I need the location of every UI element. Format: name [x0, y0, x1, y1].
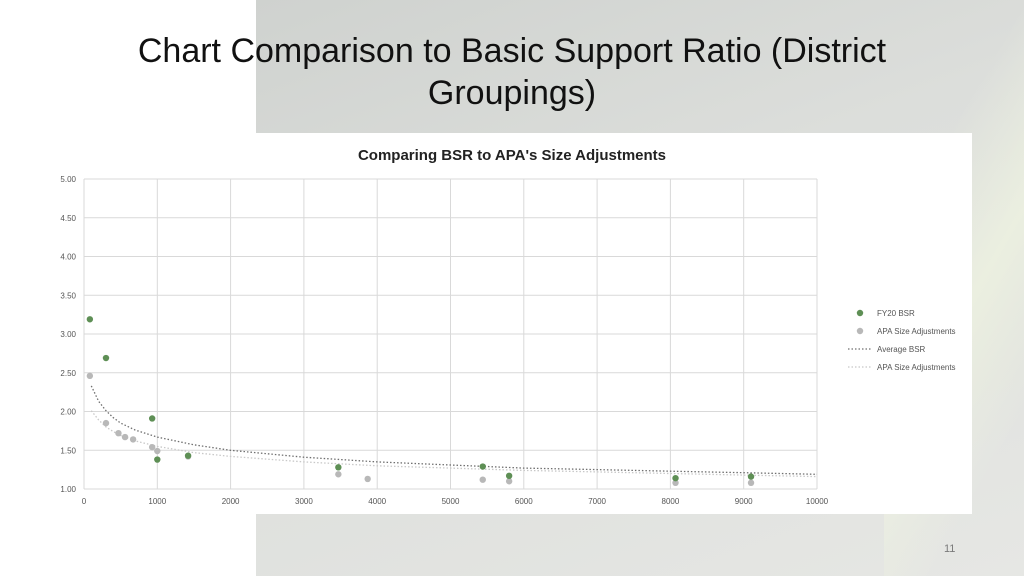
data-point-series-0 [505, 472, 513, 480]
x-tick-label: 3000 [295, 497, 313, 506]
x-tick-label: 7000 [588, 497, 606, 506]
y-tick-label: 4.50 [60, 214, 76, 223]
y-tick-label: 3.00 [60, 330, 76, 339]
x-tick-label: 0 [82, 497, 87, 506]
y-tick-label: 4.00 [60, 253, 76, 262]
trendlines [90, 385, 818, 478]
y-tick-label: 1.50 [60, 446, 76, 455]
data-point-series-0 [672, 474, 679, 482]
x-tick-label: 1000 [148, 497, 166, 506]
legend-label: Average BSR [877, 345, 926, 354]
data-point-series-0 [86, 316, 94, 323]
data-point-series-1 [115, 430, 122, 437]
y-tick-label: 5.00 [60, 175, 76, 184]
data-point-series-0 [747, 473, 755, 480]
slide-title: Chart Comparison to Basic Support Ratio … [137, 32, 887, 112]
y-tick-label: 2.50 [60, 369, 76, 378]
page-number: 11 [944, 543, 956, 555]
legend-label: APA Size Adjustments [877, 327, 956, 336]
legend-marker [856, 327, 864, 335]
x-tick-label: 5000 [442, 497, 460, 506]
data-point-series-0 [184, 452, 192, 459]
data-point-series-0 [479, 463, 486, 470]
data-point-series-1 [148, 443, 156, 451]
data-point-series-0 [335, 464, 342, 471]
x-tick-label: 2000 [222, 497, 240, 506]
legend: FY20 BSR APA Size Adjustments Average BSR A… [848, 309, 956, 372]
y-tick-label: 1.00 [60, 485, 76, 494]
y-tick-label: 2.00 [60, 408, 76, 417]
x-tick-label: 10000 [806, 497, 829, 506]
data-point-series-0 [102, 354, 110, 362]
legend-label: APA Size Adjustments [877, 363, 956, 372]
scatter-chart: Comparing BSR to APA's Size Adjustments … [60, 147, 956, 506]
data-point-series-1 [335, 471, 342, 478]
x-tick-label: 9000 [735, 497, 753, 506]
data-point-series-1 [505, 478, 513, 485]
trendline-series-2 [90, 385, 818, 475]
data-point-series-1 [121, 433, 129, 441]
trendline-series-3 [90, 410, 818, 478]
y-tick-label: 3.50 [60, 291, 76, 300]
data-point-series-1 [102, 419, 110, 427]
x-tick-label: 4000 [368, 497, 386, 506]
x-tick-label: 8000 [662, 497, 680, 506]
chart-container: Comparing BSR to APA's Size Adjustments … [40, 133, 972, 514]
data-point-series-1 [672, 479, 679, 486]
grid [83, 178, 818, 490]
data-points [86, 316, 755, 486]
data-point-series-0 [154, 456, 161, 463]
data-point-series-1 [86, 372, 94, 380]
data-point-series-1 [479, 476, 486, 483]
legend-marker [856, 309, 864, 317]
data-point-series-1 [364, 475, 371, 483]
data-point-series-1 [747, 479, 755, 486]
data-point-series-1 [154, 447, 161, 455]
data-point-series-1 [129, 436, 137, 443]
x-tick-label: 6000 [515, 497, 533, 506]
chart-title: Comparing BSR to APA's Size Adjustments [358, 147, 666, 164]
legend-label: FY20 BSR [877, 309, 915, 318]
data-point-series-0 [148, 415, 156, 422]
axes: 1.00 1.50 2.00 2.50 3.00 3.50 4.00 4.50 5.00 0 100… [60, 175, 828, 506]
